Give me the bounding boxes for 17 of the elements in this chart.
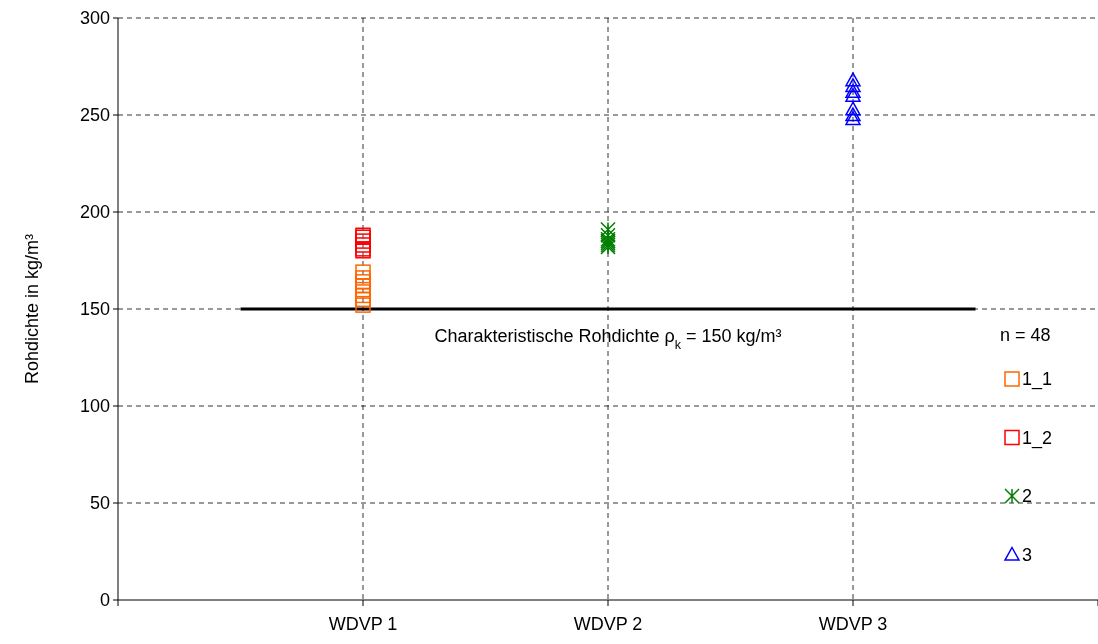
y-tick-label: 200 [79,202,110,223]
ref-line-label: Charakteristische Rohdichte ρ$_{k}$ = 150 kg/m³ [434,326,782,352]
y-tick-label: 150 [79,299,110,320]
y-tick-label: 100 [79,396,110,417]
x-tick-label: WDVP 2 [573,614,643,634]
legend-title: n = 48 [1000,325,1051,346]
legend-label: 1_2 [1022,427,1053,449]
y-tick-label: 0 [99,590,110,611]
legend-label: 3 [1022,544,1033,565]
y-tick-label: 50 [89,493,110,514]
y-axis-title: Rohdichte in kg/m³ [22,233,42,385]
legend-label: 1_1 [1022,369,1053,391]
x-tick-label: WDVP 1 [328,614,398,634]
y-tick-label: 250 [79,105,110,126]
x-tick-label: WDVP 3 [818,614,888,634]
y-tick-label: 300 [79,8,110,29]
legend-label: 2 [1022,486,1033,507]
